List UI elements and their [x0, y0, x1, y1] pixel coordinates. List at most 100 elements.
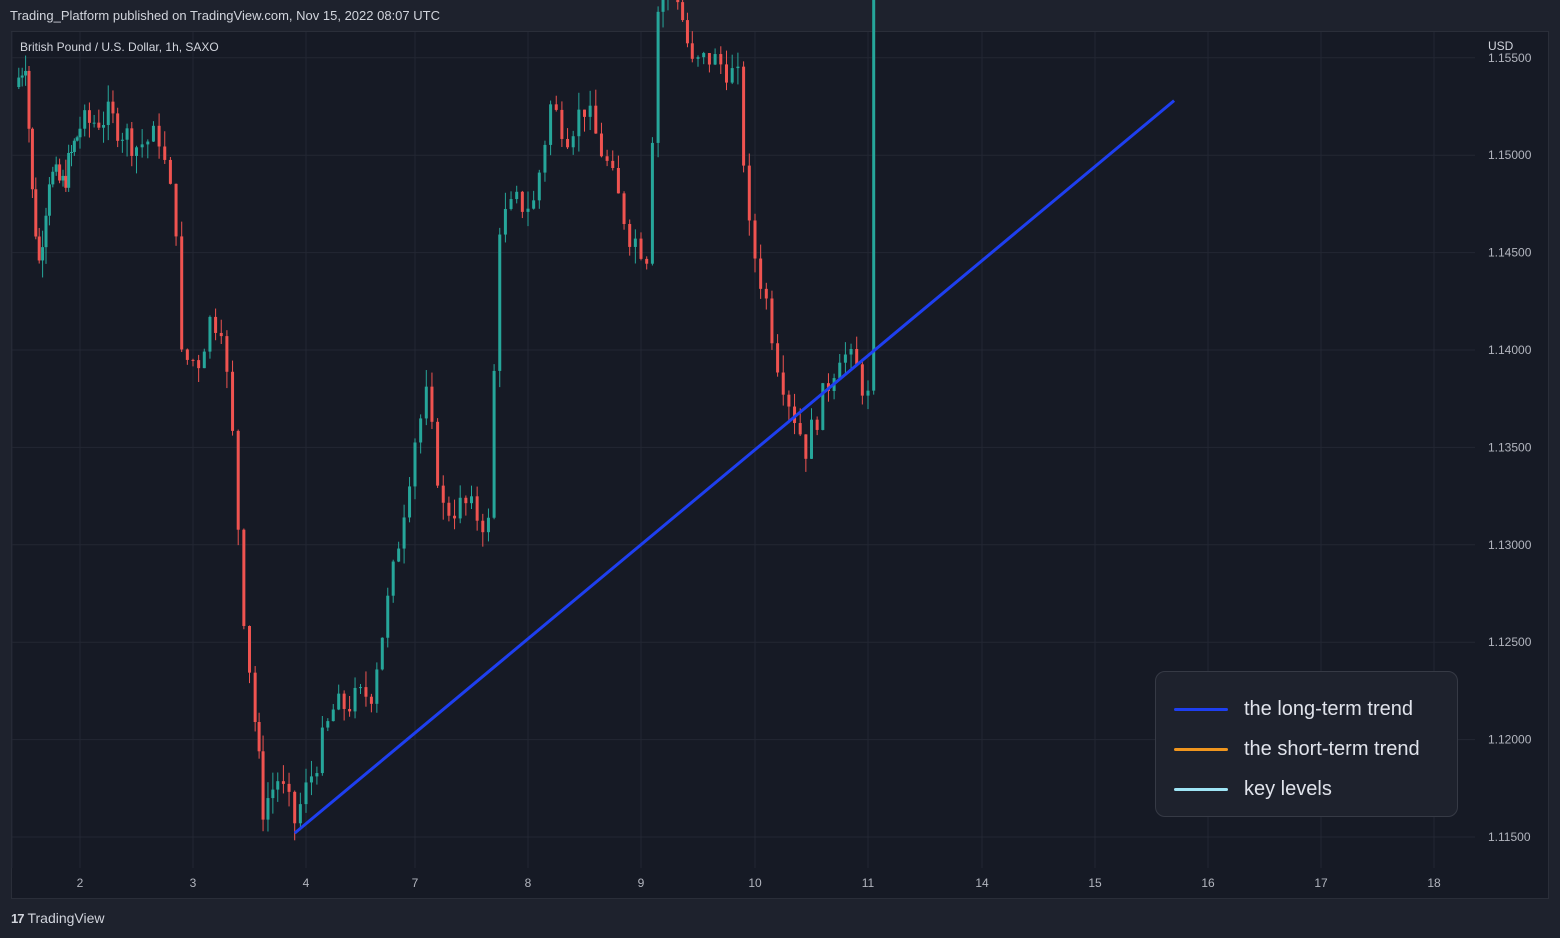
legend-item-key-levels: key levels	[1174, 778, 1332, 801]
candle-body	[146, 141, 150, 145]
candle-body	[375, 669, 379, 704]
candle-body	[293, 791, 297, 824]
candle-body	[470, 496, 473, 504]
candle-body	[759, 258, 763, 289]
candle-body	[157, 125, 161, 147]
symbol-title[interactable]: British Pound / U.S. Dollar, 1h, SAXO	[20, 40, 219, 54]
candle-body	[633, 238, 637, 247]
candle-body	[616, 167, 620, 194]
candle-body	[690, 43, 694, 59]
candle-body	[397, 548, 401, 562]
candle-body	[151, 125, 155, 142]
candle-body	[342, 693, 346, 709]
candle-body	[174, 183, 178, 237]
x-tick-label: 4	[303, 876, 310, 890]
y-tick-label: 1.11500	[1488, 830, 1531, 844]
candle-body	[843, 354, 847, 363]
candle-body	[34, 189, 38, 237]
candle-body	[742, 66, 746, 166]
candle-body	[287, 783, 291, 792]
candle-body	[87, 110, 91, 123]
candle-body	[257, 722, 261, 752]
candle-body	[481, 520, 485, 533]
candle-body	[271, 789, 275, 799]
candle-body	[70, 151, 73, 153]
candle-body	[855, 348, 859, 365]
candle-body	[730, 68, 734, 83]
candle-body	[650, 142, 654, 264]
candle-body	[725, 64, 728, 83]
candle-body	[130, 128, 134, 156]
y-tick-label: 1.15000	[1488, 148, 1532, 162]
candle-body	[125, 128, 129, 140]
candle-body	[102, 125, 106, 128]
candle-body	[464, 497, 468, 504]
candle-body	[532, 200, 536, 209]
candle-body	[681, 2, 685, 21]
candle-body	[798, 423, 802, 435]
candle-body	[58, 164, 62, 181]
candle-body	[140, 144, 144, 148]
tradingview-logo-text: TradingView	[27, 910, 105, 926]
tradingview-logo[interactable]: 17 TradingView	[11, 910, 105, 926]
candle-body	[61, 175, 65, 181]
candle-body	[849, 348, 853, 355]
candle-body	[498, 234, 502, 371]
candle-body	[441, 485, 445, 503]
candle-body	[611, 160, 615, 168]
legend-item-short-term: the short-term trend	[1174, 738, 1420, 761]
candle-body	[219, 332, 223, 337]
candle-body	[549, 104, 553, 145]
candle-body	[424, 386, 428, 419]
candle-body	[402, 517, 406, 549]
candle-body	[168, 159, 172, 184]
candle-body	[214, 316, 218, 333]
candle-body	[753, 220, 757, 259]
candle-body	[391, 561, 395, 596]
top-bar: Trading_Platform published on TradingVie…	[0, 0, 1560, 30]
candle-body	[599, 133, 603, 157]
candle-body	[359, 687, 362, 689]
legend-item-long-term: the long-term trend	[1174, 698, 1413, 721]
candle-body	[78, 128, 82, 138]
y-tick-label: 1.14000	[1488, 343, 1532, 357]
legend-swatch-short-term	[1174, 748, 1228, 751]
candle-body	[242, 529, 246, 626]
candle-body	[386, 595, 390, 638]
candle-body	[67, 152, 71, 188]
candle-body	[537, 172, 541, 201]
candle-body	[298, 804, 302, 824]
candle-body	[860, 364, 864, 396]
candle-body	[20, 75, 24, 78]
candle-body	[315, 773, 319, 777]
candle-body	[713, 54, 717, 65]
x-tick-label: 14	[975, 876, 989, 890]
candle-body	[804, 434, 808, 459]
candle-body	[764, 288, 768, 299]
candle-body	[309, 776, 313, 783]
candle-body	[770, 298, 774, 344]
candle-body	[838, 362, 842, 379]
footer-bar	[0, 900, 1560, 938]
candle-body	[348, 708, 352, 712]
candle-body	[526, 208, 530, 212]
candle-body	[696, 57, 700, 59]
candle-body	[37, 236, 41, 261]
candle-body	[866, 390, 870, 396]
candle-body	[51, 171, 55, 185]
candle-body	[676, 0, 680, 3]
candle-body	[231, 371, 235, 431]
publish-info: Trading_Platform published on TradingVie…	[10, 8, 440, 23]
candle-body	[605, 156, 609, 161]
candle-body	[776, 343, 780, 373]
candle-body	[380, 637, 384, 670]
candle-body	[163, 146, 167, 160]
candle-body	[656, 11, 660, 143]
candle-body	[331, 709, 335, 722]
candle-body	[588, 105, 592, 117]
x-tick-label: 11	[862, 876, 875, 890]
y-tick-label: 1.13500	[1488, 440, 1532, 454]
candle-body	[639, 238, 643, 259]
candle-body	[509, 199, 513, 209]
